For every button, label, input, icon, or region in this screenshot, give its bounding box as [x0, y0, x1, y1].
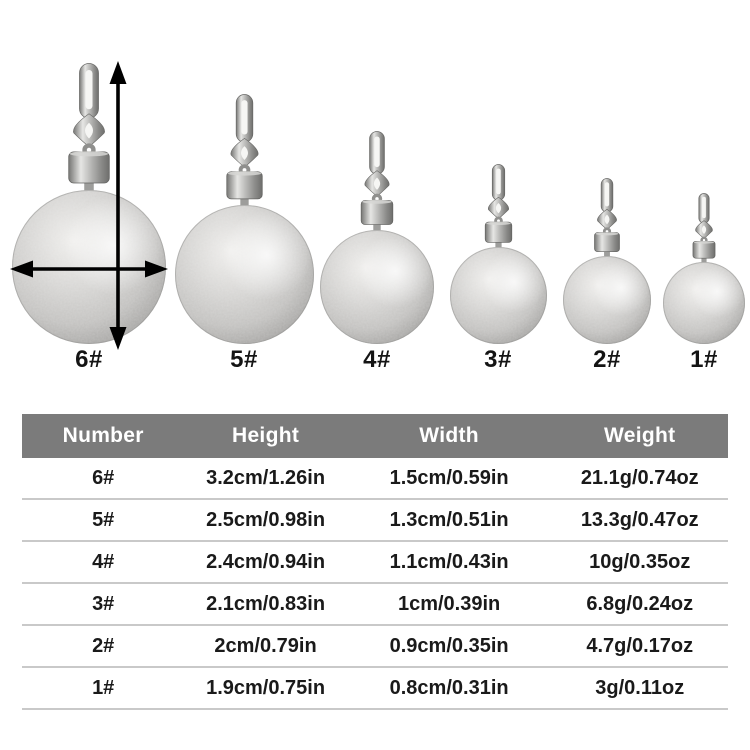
table-cell: 1.3cm/0.51in — [346, 499, 552, 542]
sinker-4 — [316, 131, 438, 347]
table-row: 6# 3.2cm/1.26in 1.5cm/0.59in 21.1g/0.74oz — [22, 458, 728, 500]
table-cell: 4.7g/0.17oz — [551, 625, 728, 668]
table-cell: 3# — [22, 583, 185, 626]
sinker-size-label: 2# — [593, 346, 621, 373]
table-cell: 0.9cm/0.35in — [346, 625, 552, 668]
table-cell: 1# — [22, 667, 185, 710]
table-cell: 3g/0.11oz — [551, 667, 728, 710]
table-cell: 1.1cm/0.43in — [346, 541, 552, 584]
sinker-3 — [446, 164, 551, 347]
table-cell: 2cm/0.79in — [184, 625, 347, 668]
table-cell: 3.2cm/1.26in — [184, 458, 347, 500]
sinker-size-label: 1# — [690, 346, 718, 373]
dimension-arrows — [0, 0, 190, 375]
table-cell: 2.1cm/0.83in — [184, 583, 347, 626]
table-row: 5# 2.5cm/0.98in 1.3cm/0.51in 13.3g/0.47oz — [22, 499, 728, 542]
table-cell: 2.5cm/0.98in — [184, 499, 347, 542]
table-row: 4# 2.4cm/0.94in 1.1cm/0.43in 10g/0.35oz — [22, 541, 728, 584]
table-cell: 6.8g/0.24oz — [551, 583, 728, 626]
height-arrow-icon — [109, 61, 127, 350]
column-header: Number — [22, 414, 185, 458]
column-header: Weight — [551, 414, 728, 458]
column-header: Height — [184, 414, 347, 458]
table-cell: 10g/0.35oz — [551, 541, 728, 584]
column-header: Width — [346, 414, 552, 458]
spec-table-header: Number Height Width Weight — [22, 414, 728, 458]
sinker-graphic — [449, 164, 547, 344]
spec-table-body: 6# 3.2cm/1.26in 1.5cm/0.59in 21.1g/0.74oz 5#… — [22, 458, 728, 710]
sinker-size-label: 3# — [484, 346, 512, 373]
table-cell: 13.3g/0.47oz — [551, 499, 728, 542]
sinker-size-label: 6# — [75, 346, 103, 373]
sinker-5 — [171, 94, 318, 347]
sinker-graphic — [320, 131, 434, 344]
table-row: 1# 1.9cm/0.75in 0.8cm/0.31in 3g/0.11oz — [22, 667, 728, 710]
sinker-graphic — [174, 94, 314, 344]
table-cell: 4# — [22, 541, 185, 584]
spec-table: Number Height Width Weight 6# 3.2cm/1.26in 1.… — [22, 414, 728, 710]
table-cell: 1.9cm/0.75in — [184, 667, 347, 710]
table-cell: 6# — [22, 458, 185, 500]
table-cell: 2.4cm/0.94in — [184, 541, 347, 584]
table-row: 2# 2cm/0.79in 0.9cm/0.35in 4.7g/0.17oz — [22, 625, 728, 668]
width-arrow-icon — [10, 260, 168, 278]
sinker-2 — [559, 178, 655, 347]
table-row: 3# 2.1cm/0.83in 1cm/0.39in 6.8g/0.24oz — [22, 583, 728, 626]
table-cell: 1.5cm/0.59in — [346, 458, 552, 500]
sinker-graphic — [563, 178, 651, 344]
sinker-graphic — [663, 193, 745, 344]
table-cell: 5# — [22, 499, 185, 542]
sinker-display-row: 6# 5# — [0, 0, 749, 375]
sinker-size-label: 5# — [230, 346, 258, 373]
sinker-size-label: 4# — [363, 346, 391, 373]
table-cell: 2# — [22, 625, 185, 668]
sinker-graphic — [12, 63, 166, 344]
sinker-6 — [8, 63, 170, 347]
table-cell: 21.1g/0.74oz — [551, 458, 728, 500]
table-header-row: Number Height Width Weight — [22, 414, 728, 458]
table-cell: 1cm/0.39in — [346, 583, 552, 626]
sinker-1 — [659, 193, 749, 347]
table-cell: 0.8cm/0.31in — [346, 667, 552, 710]
